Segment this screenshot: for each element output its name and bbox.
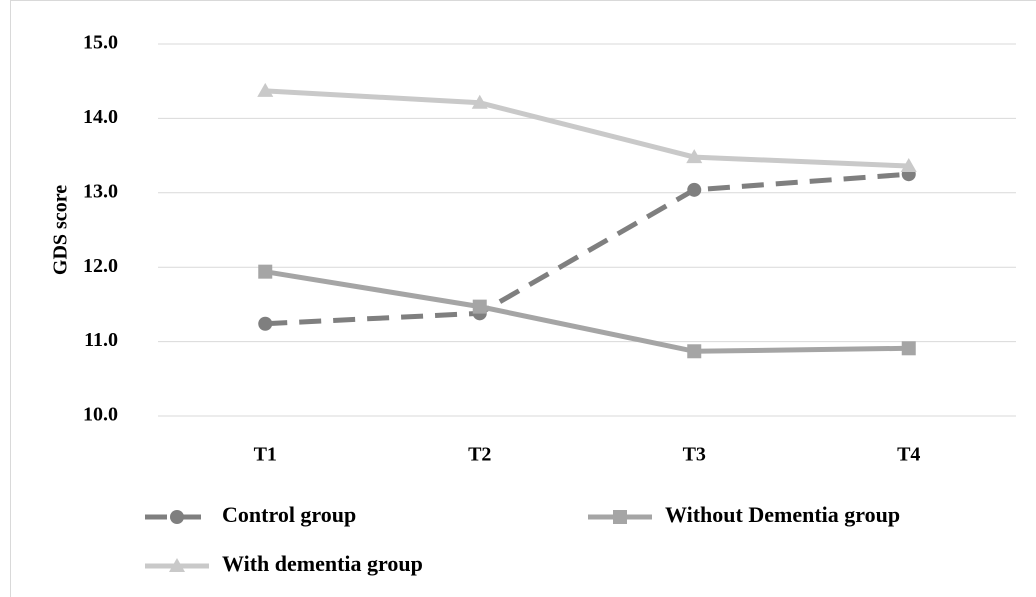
- chart-frame: [10, 0, 1036, 597]
- data-point: [686, 149, 703, 164]
- data-point: [900, 158, 917, 173]
- series-line: [265, 171, 909, 327]
- x-tick-label: T4: [897, 444, 920, 466]
- y-axis-label: GDS score: [50, 185, 72, 275]
- y-tick-label: 11.0: [84, 329, 118, 351]
- data-point: [687, 344, 702, 359]
- y-tick-label: 15.0: [83, 32, 118, 54]
- series-line: [265, 88, 909, 169]
- y-tick-label: 14.0: [83, 106, 118, 128]
- data-point: [687, 182, 702, 197]
- legend-label: Without Dementia group: [665, 502, 900, 527]
- data-point: [472, 299, 487, 314]
- data-point: [901, 341, 916, 356]
- legend-marker: [613, 510, 627, 524]
- y-tick-label: 12.0: [83, 255, 118, 277]
- legend-label: Control group: [222, 502, 356, 527]
- legend-marker: [170, 510, 184, 524]
- legend-marker: [169, 558, 185, 572]
- series-line: [264, 269, 909, 354]
- x-tick-label: T2: [468, 444, 491, 466]
- legend-label: With dementia group: [222, 551, 423, 576]
- data-point: [258, 264, 273, 279]
- data-point: [257, 82, 274, 97]
- y-tick-label: 13.0: [83, 180, 118, 202]
- x-tick-label: T3: [683, 444, 706, 466]
- y-tick-label: 10.0: [83, 404, 118, 426]
- x-tick-label: T1: [254, 444, 277, 466]
- data-point: [471, 94, 488, 109]
- data-point: [258, 316, 273, 331]
